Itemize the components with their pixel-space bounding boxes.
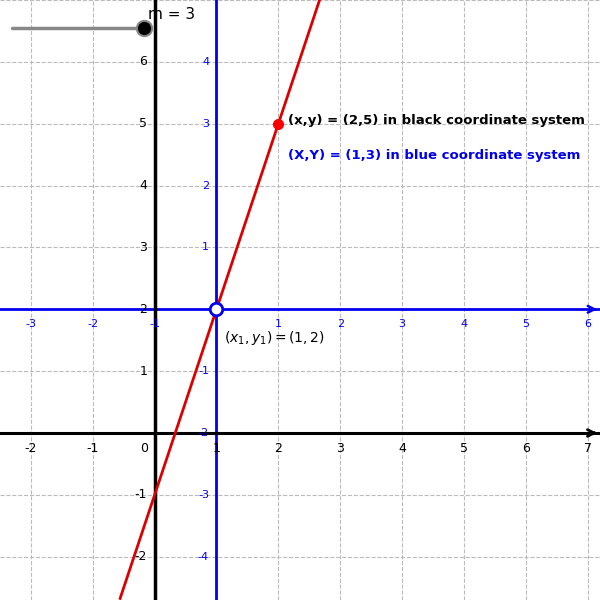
Text: 0: 0 — [140, 442, 148, 455]
Text: 1: 1 — [202, 242, 209, 253]
Text: m = 3: m = 3 — [148, 7, 196, 22]
Text: -3: -3 — [198, 490, 209, 500]
Text: 5: 5 — [139, 117, 147, 130]
Text: 3: 3 — [336, 442, 344, 455]
Text: (x,y) = (2,5) in black coordinate system: (x,y) = (2,5) in black coordinate system — [287, 114, 584, 127]
Text: 6: 6 — [139, 55, 147, 68]
Text: 2: 2 — [202, 181, 209, 191]
Text: -3: -3 — [25, 319, 37, 329]
Text: 3: 3 — [398, 319, 406, 329]
Text: (X,Y) = (1,3) in blue coordinate system: (X,Y) = (1,3) in blue coordinate system — [287, 149, 580, 163]
Text: 2: 2 — [139, 303, 147, 316]
Text: 1: 1 — [212, 442, 220, 455]
Text: 6: 6 — [584, 319, 591, 329]
Text: 2: 2 — [274, 442, 282, 455]
Text: 5: 5 — [522, 319, 529, 329]
Text: 3: 3 — [139, 241, 147, 254]
Text: -4: -4 — [198, 552, 209, 562]
Text: 4: 4 — [460, 319, 467, 329]
Text: 2: 2 — [337, 319, 344, 329]
Text: 4: 4 — [202, 57, 209, 67]
Text: 3: 3 — [202, 119, 209, 129]
Text: -1: -1 — [86, 442, 99, 455]
Text: 7: 7 — [584, 442, 592, 455]
Text: -2: -2 — [87, 319, 98, 329]
Text: -2: -2 — [198, 428, 209, 438]
Text: 5: 5 — [460, 442, 468, 455]
Text: 1: 1 — [139, 365, 147, 377]
Text: 4: 4 — [139, 179, 147, 192]
Text: $(x_1, y_1) = (1, 2)$: $(x_1, y_1) = (1, 2)$ — [224, 329, 325, 347]
Text: 4: 4 — [398, 442, 406, 455]
Text: -1: -1 — [149, 319, 160, 329]
Text: 6: 6 — [522, 442, 530, 455]
Text: -1: -1 — [198, 366, 209, 376]
Text: -2: -2 — [135, 550, 147, 563]
Text: -1: -1 — [135, 488, 147, 502]
Text: 1: 1 — [275, 319, 282, 329]
Text: -2: -2 — [25, 442, 37, 455]
